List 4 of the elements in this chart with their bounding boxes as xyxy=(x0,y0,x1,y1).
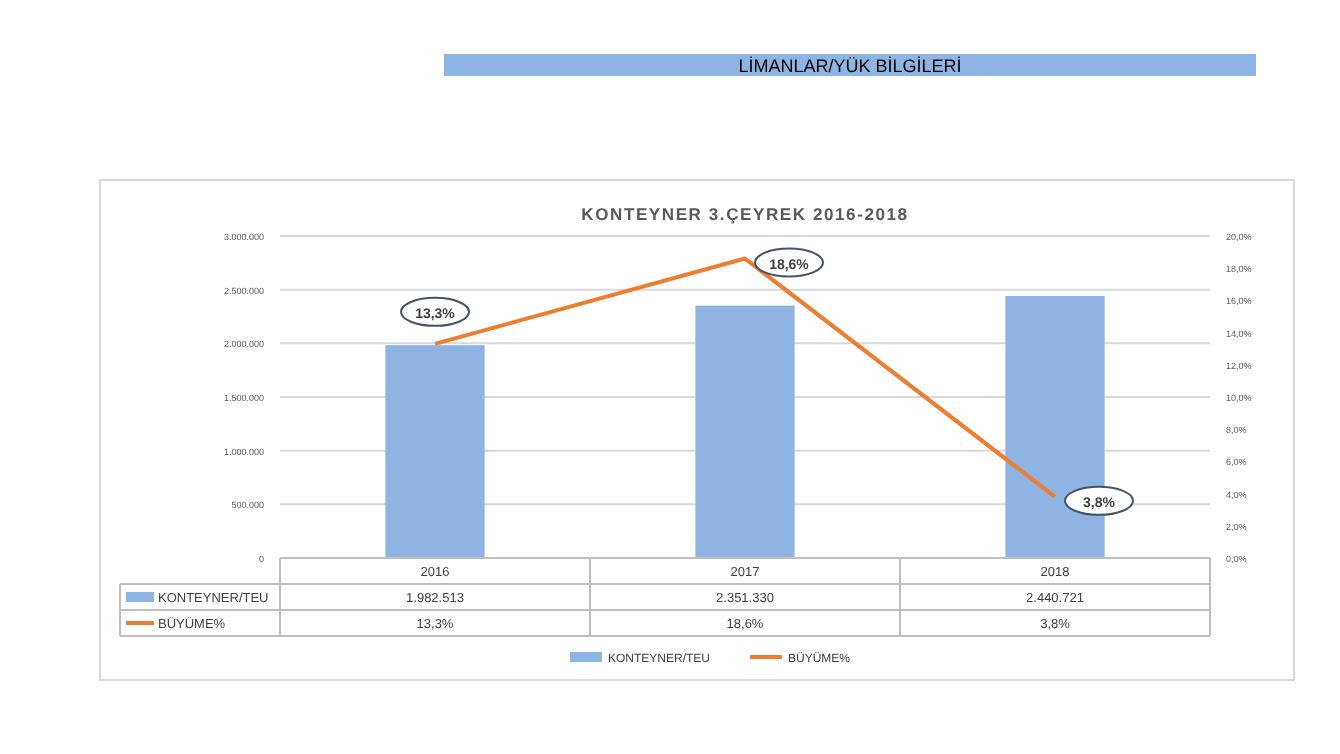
bar xyxy=(695,305,795,558)
chart-title: KONTEYNER 3.ÇEYREK 2016-2018 xyxy=(581,204,909,224)
text: LİMANLAR/YÜK BİLGİLERİ xyxy=(738,56,962,76)
bar xyxy=(385,345,485,558)
